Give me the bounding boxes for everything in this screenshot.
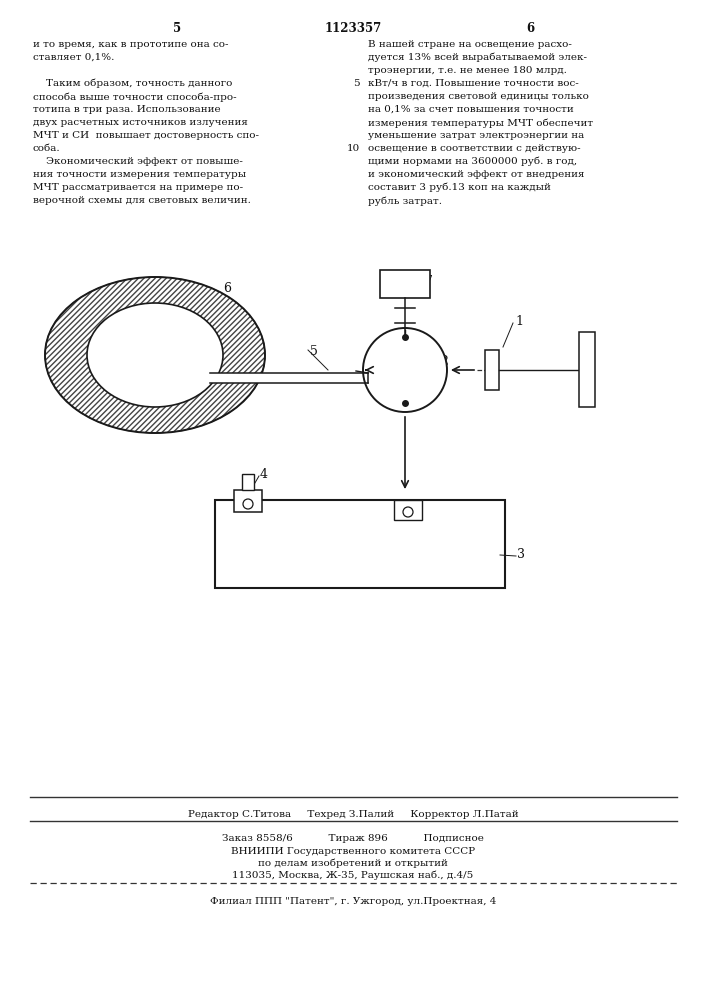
Text: рубль затрат.: рубль затрат. [368,196,442,206]
Bar [210,373,368,383]
Text: 2: 2 [440,355,448,368]
Text: верочной схемы для световых величин.: верочной схемы для световых величин. [33,196,251,205]
Text: 5: 5 [173,22,181,35]
Bar [579,332,595,407]
Circle shape [403,507,413,517]
Ellipse shape [363,328,447,412]
Text: Филиал ППП "Патент", г. Ужгород, ул.Проектная, 4: Филиал ППП "Патент", г. Ужгород, ул.Прое… [210,897,496,906]
Text: 6: 6 [223,282,231,295]
Text: В нашей стране на освещение расхо-: В нашей стране на освещение расхо- [368,40,572,49]
Text: двух расчетных источников излучения: двух расчетных источников излучения [33,118,248,127]
Text: МЧТ рассматривается на примере по-: МЧТ рассматривается на примере по- [33,183,243,192]
Text: способа выше точности способа-про-: способа выше точности способа-про- [33,92,237,102]
Text: Таким образом, точность данного: Таким образом, точность данного [33,79,233,89]
Text: и то время, как в прототипе она со-: и то время, как в прототипе она со- [33,40,228,49]
Bar [380,270,430,298]
Text: 3: 3 [517,548,525,561]
Bar [242,474,254,490]
Text: произведения световой единицы только: произведения световой единицы только [368,92,589,101]
Bar [394,500,422,520]
Text: 5: 5 [310,345,318,358]
Text: Экономический эффект от повыше-: Экономический эффект от повыше- [33,157,243,166]
Text: уменьшение затрат электроэнергии на: уменьшение затрат электроэнергии на [368,131,584,140]
Text: освещение в соответствии с действую-: освещение в соответствии с действую- [368,144,580,153]
Text: ния точности измерения температуры: ния точности измерения температуры [33,170,246,179]
Text: 5: 5 [354,79,360,88]
Text: Редактор С.Титова     Техред З.Палий     Корректор Л.Патай: Редактор С.Титова Техред З.Палий Коррект… [187,810,518,819]
Text: троэнергии, т.е. не менее 180 млрд.: троэнергии, т.е. не менее 180 млрд. [368,66,567,75]
Ellipse shape [87,303,223,407]
Text: тотипа в три раза. Использование: тотипа в три раза. Использование [33,105,221,114]
Text: щими нормами на 3600000 руб. в год,: щими нормами на 3600000 руб. в год, [368,157,577,166]
Text: и экономический эффект от внедрения: и экономический эффект от внедрения [368,170,585,179]
Bar [234,490,262,512]
Text: Заказ 8558/6           Тираж 896           Подписное: Заказ 8558/6 Тираж 896 Подписное [222,834,484,843]
Text: 10: 10 [346,144,360,153]
Text: составит 3 руб.13 коп на каждый: составит 3 руб.13 коп на каждый [368,183,551,192]
Text: дуется 13% всей вырабатываемой элек-: дуется 13% всей вырабатываемой элек- [368,53,587,62]
Text: 7: 7 [425,275,433,288]
Text: на 0,1% за счет повышения точности: на 0,1% за счет повышения точности [368,105,574,114]
Text: 113035, Москва, Ж-35, Раушская наб., д.4/5: 113035, Москва, Ж-35, Раушская наб., д.4… [233,871,474,880]
Text: 4: 4 [260,468,268,481]
Text: МЧТ и СИ  повышает достоверность спо-: МЧТ и СИ повышает достоверность спо- [33,131,259,140]
Bar [485,350,499,390]
Text: 1: 1 [515,315,523,328]
Text: 1123357: 1123357 [325,22,382,35]
Circle shape [243,499,253,509]
Text: по делам изобретений и открытий: по делам изобретений и открытий [258,859,448,868]
Text: кВт/ч в год. Повышение точности вос-: кВт/ч в год. Повышение точности вос- [368,79,579,88]
Ellipse shape [45,277,265,433]
Text: соба.: соба. [33,144,61,153]
Text: ставляет 0,1%.: ставляет 0,1%. [33,53,115,62]
Bar [215,500,505,588]
Text: измерения температуры МЧТ обеспечит: измерения температуры МЧТ обеспечит [368,118,593,127]
Text: 6: 6 [526,22,534,35]
Text: ВНИИПИ Государственного комитета СССР: ВНИИПИ Государственного комитета СССР [231,847,475,856]
